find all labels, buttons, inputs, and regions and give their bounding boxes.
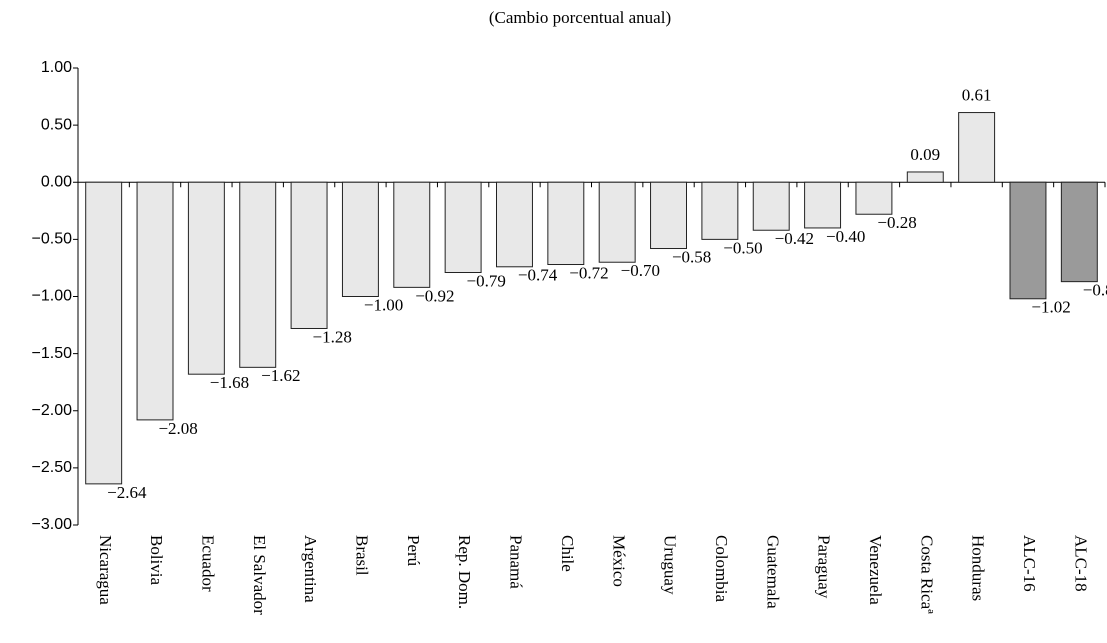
value-label: −2.64 — [107, 483, 147, 502]
x-tick-label: Nicaragua — [96, 535, 115, 605]
bar — [804, 181, 842, 229]
x-tick-label: Ecuador — [198, 535, 217, 592]
bar — [85, 181, 123, 485]
bar — [341, 181, 379, 297]
value-label: −1.28 — [313, 327, 352, 346]
bar — [496, 181, 533, 268]
bar — [1060, 181, 1098, 283]
y-tick-label: −1.00 — [32, 288, 73, 305]
y-tick-label: 1.00 — [41, 59, 72, 76]
y-tick-label: 0.00 — [41, 173, 72, 190]
bar — [444, 181, 482, 274]
chart-title: (Cambio porcentual anual) — [489, 8, 671, 27]
value-label: −1.62 — [261, 366, 300, 385]
value-label: 0.09 — [910, 145, 940, 164]
x-tick-label: Brasil — [353, 535, 372, 576]
y-tick-label: 0.50 — [41, 116, 72, 133]
bar — [239, 181, 277, 368]
value-label: 0.61 — [962, 85, 992, 104]
y-tick-label: −2.50 — [32, 459, 73, 476]
x-tick-label: ALC-18 — [1071, 535, 1090, 592]
y-tick-label: −3.00 — [32, 516, 73, 533]
value-label: −0.42 — [775, 229, 814, 248]
value-label: −0.74 — [518, 266, 558, 285]
x-tick-label: Uruguay — [661, 535, 680, 595]
value-label: −1.02 — [1031, 298, 1070, 317]
bar — [650, 181, 687, 250]
value-label: −0.70 — [621, 261, 660, 280]
x-tick-label: Colombia — [712, 535, 731, 603]
x-tick-label: Honduras — [969, 535, 988, 601]
value-label: −0.40 — [826, 227, 865, 246]
bar — [701, 181, 739, 240]
bar — [598, 181, 636, 263]
x-tick-label: Chile — [558, 535, 577, 572]
bar — [290, 181, 328, 329]
x-tick-label: Paraguay — [815, 535, 834, 599]
bar — [1009, 181, 1047, 300]
bar — [136, 181, 174, 421]
x-tick-label: Bolivia — [147, 535, 166, 586]
bar — [393, 181, 431, 288]
x-tick-label: Venezuela — [866, 535, 885, 605]
value-label: −2.08 — [158, 419, 197, 438]
x-tick-label: Panamá — [507, 535, 526, 589]
x-tick-label: El Salvador — [250, 535, 269, 615]
value-label: −1.68 — [210, 373, 249, 392]
value-label: −0.58 — [672, 247, 711, 266]
value-label: −0.92 — [415, 286, 454, 305]
bar — [958, 112, 996, 183]
value-label: −0.79 — [467, 271, 506, 290]
x-tick-label: Perú — [404, 535, 423, 567]
value-label: −0.28 — [877, 213, 916, 232]
y-tick-label: −1.50 — [32, 345, 73, 362]
x-tick-label: Argentina — [301, 535, 320, 603]
value-label: −0.72 — [569, 263, 608, 282]
bar — [187, 181, 225, 375]
x-tick-label: México — [609, 535, 628, 587]
x-tick-label: Rep. Dom. — [455, 535, 474, 609]
x-tick-label: Costa Ricaª — [917, 535, 936, 614]
x-tick-label: ALC-16 — [1020, 535, 1039, 592]
value-label: −1.00 — [364, 295, 403, 314]
value-label: −0.50 — [723, 238, 762, 257]
x-tick-label: Guatemala — [763, 535, 782, 609]
bar — [547, 181, 585, 266]
y-tick-label: −2.00 — [32, 402, 73, 419]
bar — [752, 181, 790, 231]
bar — [906, 171, 944, 183]
bar — [855, 181, 893, 215]
y-tick-label: −0.50 — [32, 231, 73, 248]
value-label: −0.87 — [1083, 281, 1107, 300]
